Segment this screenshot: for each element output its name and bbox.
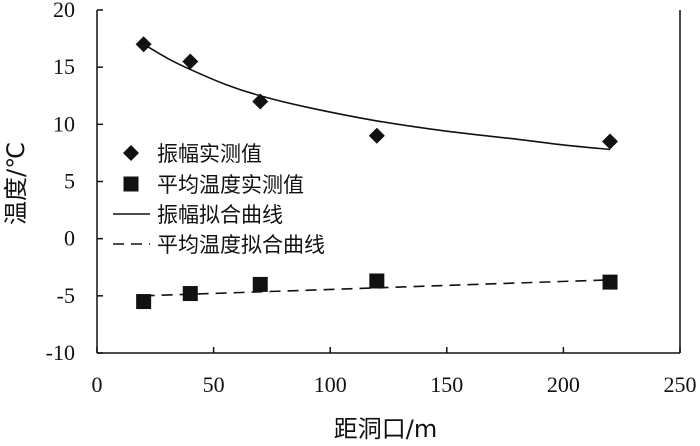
legend-label: 振幅拟合曲线: [157, 203, 283, 227]
x-tick-label: 0: [92, 372, 103, 397]
square-marker: [182, 286, 198, 302]
square-marker: [369, 273, 385, 289]
legend-label: 平均温度实测值: [157, 173, 304, 197]
mean-temperature-fit-line: [143, 279, 611, 297]
diamond-marker: [182, 53, 199, 70]
y-tick-label: 0: [64, 226, 75, 251]
diamond-marker: [135, 36, 152, 53]
y-tick-label: 10: [53, 111, 75, 136]
diamond-marker: [368, 127, 385, 144]
legend-label: 振幅实测值: [157, 142, 262, 166]
square-marker: [252, 276, 268, 292]
square-marker: [602, 274, 618, 290]
legend-label: 平均温度拟合曲线: [157, 233, 325, 257]
x-tick-label: 150: [430, 372, 463, 397]
diamond-marker: [252, 93, 269, 110]
plot-area: [135, 36, 619, 310]
x-tick-label: 50: [203, 372, 225, 397]
y-tick-label: 5: [64, 169, 75, 194]
square-marker: [123, 176, 139, 192]
y-axis-title: 温度/℃: [2, 142, 30, 225]
x-axis-title: 距洞口/m: [334, 415, 437, 443]
y-tick-label: 15: [53, 54, 75, 79]
x-tick-label: 100: [314, 372, 347, 397]
diamond-marker: [602, 133, 619, 150]
square-marker: [136, 294, 152, 310]
diamond-marker: [123, 145, 139, 161]
x-tick-label: 250: [664, 372, 697, 397]
amplitude-fit-curve: [143, 43, 611, 151]
x-tick-label: 200: [547, 372, 580, 397]
y-tick-label: 20: [53, 0, 75, 22]
y-tick-label: -10: [46, 340, 75, 365]
y-tick-label: -5: [57, 283, 75, 308]
